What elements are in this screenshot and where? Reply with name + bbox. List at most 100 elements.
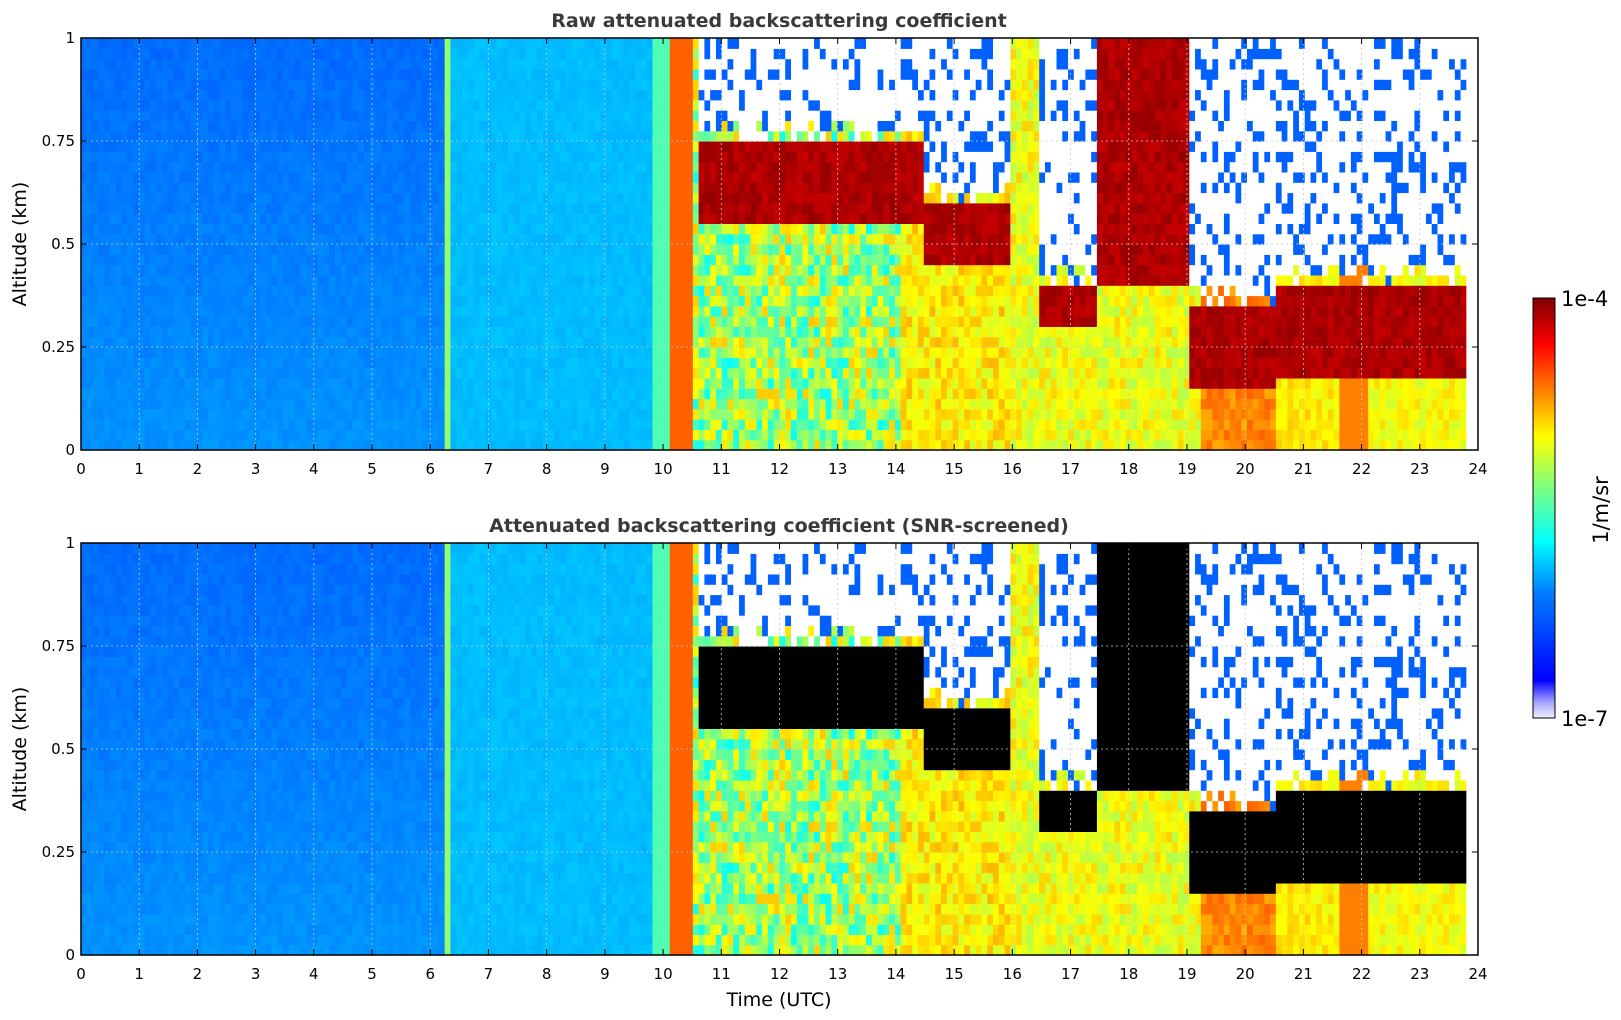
heatmap-cell — [248, 244, 255, 255]
heatmap-cell — [519, 439, 527, 451]
heatmap-cell — [127, 347, 134, 358]
heatmap-cell — [531, 171, 538, 183]
heatmap-cell — [254, 182, 261, 194]
heatmap-cell — [202, 388, 209, 400]
heatmap-cell — [381, 202, 388, 214]
heatmap-cell — [369, 295, 376, 307]
heatmap-cell — [490, 48, 498, 60]
heatmap-cell — [508, 254, 515, 266]
heatmap-cell — [548, 316, 555, 327]
heatmap-cell — [242, 254, 249, 266]
heatmap-cell — [196, 213, 203, 224]
heatmap-cell — [588, 254, 596, 266]
heatmap-cell — [352, 120, 359, 132]
heatmap-cell — [629, 264, 636, 276]
heatmap-cell — [207, 429, 215, 441]
heatmap-cell — [785, 89, 792, 101]
heatmap-cell — [773, 305, 781, 317]
heatmap-cell — [733, 130, 740, 142]
heatmap-cell — [81, 233, 88, 245]
heatmap-cell — [317, 274, 325, 286]
heatmap-cell — [381, 295, 388, 307]
heatmap-cell — [612, 305, 619, 317]
heatmap-cell — [207, 326, 215, 338]
heatmap-cell — [652, 171, 659, 183]
heatmap-cell — [704, 408, 711, 420]
heatmap-cell — [669, 326, 677, 338]
heatmap-cell — [231, 439, 238, 451]
heatmap-cell — [248, 347, 255, 358]
heatmap-cell — [456, 285, 463, 297]
heatmap-cell — [479, 192, 486, 204]
heatmap-cell — [791, 58, 798, 70]
heatmap-cell — [664, 99, 671, 111]
heatmap-cell — [658, 182, 665, 194]
heatmap-cell — [490, 99, 498, 111]
heatmap-cell — [179, 202, 186, 214]
heatmap-cell — [375, 161, 382, 173]
heatmap-cell — [438, 233, 446, 245]
heatmap-cell — [369, 264, 376, 276]
heatmap-cell — [248, 48, 255, 60]
heatmap-cell — [254, 89, 261, 101]
heatmap-cell — [744, 244, 752, 255]
heatmap-cell — [444, 58, 452, 70]
heatmap-cell — [242, 336, 249, 348]
heatmap-cell — [675, 79, 682, 91]
heatmap-cell — [496, 151, 503, 163]
heatmap-cell — [467, 130, 475, 142]
heatmap-cell — [762, 264, 769, 276]
heatmap-cell — [132, 38, 140, 49]
heatmap-cell — [548, 213, 555, 224]
heatmap-cell — [698, 213, 706, 224]
heatmap-cell — [369, 202, 376, 214]
heatmap-cell — [473, 429, 480, 441]
heatmap-cell — [156, 377, 163, 389]
heatmap-cell — [86, 367, 94, 379]
heatmap-cell — [629, 99, 636, 111]
heatmap-cell — [92, 171, 99, 183]
heatmap-cell — [687, 274, 694, 286]
heatmap-cell — [398, 38, 405, 49]
heatmap-cell — [646, 202, 654, 214]
heatmap-cell — [785, 99, 792, 111]
heatmap-cell — [121, 439, 128, 451]
heatmap-cell — [571, 408, 579, 420]
heatmap-cell — [773, 58, 781, 70]
heatmap-cell — [461, 171, 469, 183]
heatmap-cell — [433, 408, 440, 420]
heatmap-cell — [704, 161, 711, 173]
heatmap-cell — [219, 223, 226, 235]
heatmap-cell — [132, 326, 140, 338]
heatmap-cell — [144, 171, 151, 183]
heatmap-cell — [779, 398, 786, 410]
heatmap-cell — [179, 305, 186, 317]
heatmap-cell — [352, 274, 359, 286]
heatmap-cell — [202, 130, 209, 142]
heatmap-cell — [767, 377, 775, 389]
heatmap-cell — [271, 48, 278, 60]
heatmap-cell — [733, 192, 740, 204]
heatmap-cell — [773, 48, 781, 60]
heatmap-cell — [156, 68, 163, 80]
heatmap-cell — [410, 357, 417, 369]
heatmap-cell — [438, 202, 446, 214]
heatmap-cell — [161, 305, 169, 317]
heatmap-cell — [640, 274, 648, 286]
heatmap-cell — [612, 89, 619, 101]
heatmap-cell — [750, 398, 757, 410]
heatmap-cell — [606, 223, 613, 235]
heatmap-cell — [346, 182, 353, 194]
heatmap-cell — [762, 141, 769, 152]
heatmap-cell — [548, 141, 555, 152]
heatmap-cell — [629, 233, 636, 245]
heatmap-cell — [421, 213, 428, 224]
heatmap-cell — [317, 367, 325, 379]
heatmap-cell — [415, 398, 423, 410]
heatmap-cell — [773, 429, 781, 441]
heatmap-cell — [184, 244, 192, 255]
heatmap-cell — [317, 388, 325, 400]
heatmap-cell — [548, 305, 555, 317]
heatmap-cell — [427, 336, 434, 348]
heatmap-cell — [675, 336, 682, 348]
